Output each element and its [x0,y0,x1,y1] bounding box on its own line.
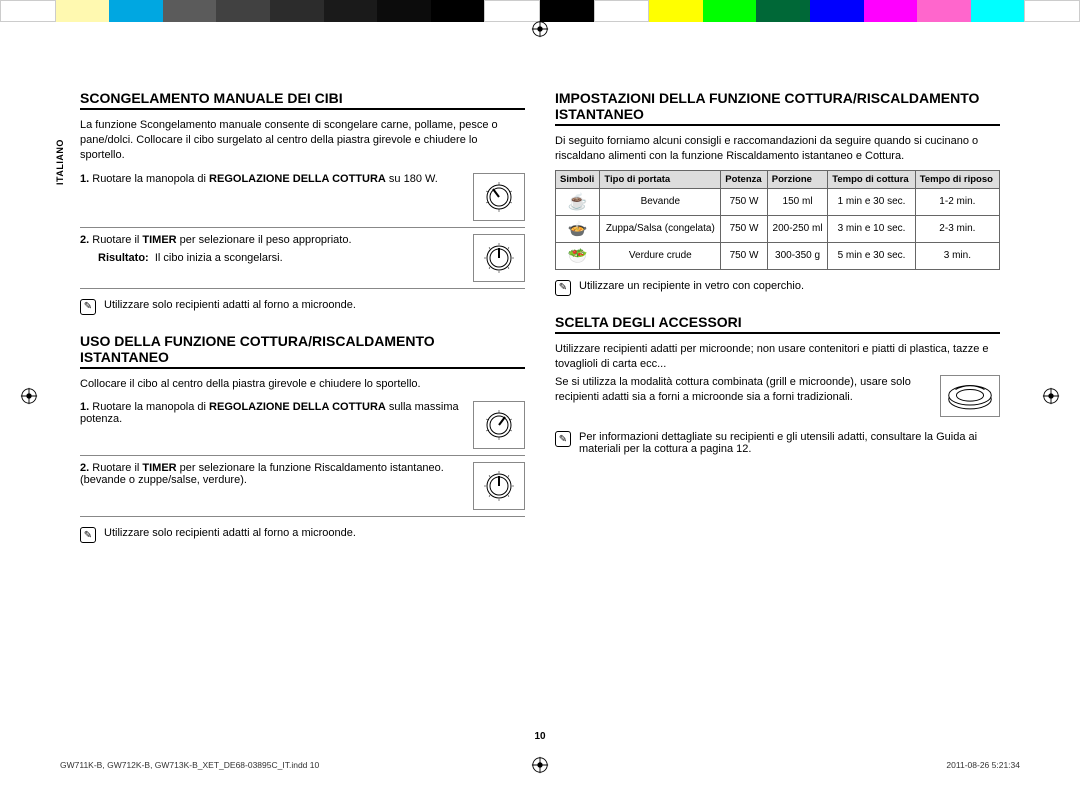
acc-p1: Utilizzare recipienti adatti per microon… [555,342,1000,372]
language-tab: ITALIANO [55,139,65,185]
power-knob-icon [473,401,525,449]
right-column: IMPOSTAZIONI DELLA FUNZIONE COTTURA/RISC… [555,80,1000,732]
table-header: Potenza [721,170,768,188]
table-row: 🍲Zuppa/Salsa (congelata)750 W200-250 ml3… [556,215,1000,242]
table-header: Tempo di cottura [828,170,915,188]
footer-left: GW711K-B, GW712K-B, GW713K-B_XET_DE68-03… [60,760,319,770]
settings-table: SimboliTipo di portataPotenzaPorzioneTem… [555,170,1000,270]
note-row: ✎ Utilizzare un recipiente in vetro con … [555,280,1000,296]
acc-p2: Se si utilizza la modalità cottura combi… [555,375,1000,405]
heading-settings: IMPOSTAZIONI DELLA FUNZIONE COTTURA/RISC… [555,90,1000,122]
power-knob-icon [473,173,525,221]
note-icon: ✎ [555,431,571,447]
page-number: 10 [0,731,1080,742]
footer-right: 2011-08-26 5:21:34 [946,760,1020,770]
heading-accessories: SCELTA DEGLI ACCESSORI [555,314,1000,330]
table-row: ☕Bevande750 W150 ml1 min e 30 sec.1-2 mi… [556,188,1000,215]
table-header: Porzione [767,170,827,188]
step-row: 1. Ruotare la manopola di REGOLAZIONE DE… [80,395,525,456]
table-header: Tempo di riposo [915,170,999,188]
intro-instant: Collocare il cibo al centro della piastr… [80,377,525,392]
intro-settings: Di seguito forniamo alcuni consigli e ra… [555,134,1000,164]
note-icon: ✎ [80,527,96,543]
heading-defrost: SCONGELAMENTO MANUALE DEI CIBI [80,90,525,106]
step-row: 2. Ruotare il TIMER per selezionare il p… [80,228,525,289]
footer: GW711K-B, GW712K-B, GW713K-B_XET_DE68-03… [60,760,1020,770]
left-column: SCONGELAMENTO MANUALE DEI CIBI La funzio… [80,80,525,732]
heading-instant: USO DELLA FUNZIONE COTTURA/RISCALDAMENTO… [80,333,525,365]
timer-knob-icon [473,234,525,282]
step-row: 1. Ruotare la manopola di REGOLAZIONE DE… [80,167,525,228]
note-row: ✎ Per informazioni dettagliate su recipi… [555,431,1000,455]
note-icon: ✎ [80,299,96,315]
intro-defrost: La funzione Scongelamento manuale consen… [80,118,525,163]
table-header: Simboli [556,170,600,188]
step-row: 2. Ruotare il TIMER per selezionare la f… [80,456,525,517]
table-header: Tipo di portata [600,170,721,188]
accessory-image [940,375,1000,417]
table-row: 🥗Verdure crude750 W300-350 g5 min e 30 s… [556,242,1000,269]
note-row: ✎ Utilizzare solo recipienti adatti al f… [80,299,525,315]
note-row: ✎ Utilizzare solo recipienti adatti al f… [80,527,525,543]
note-icon: ✎ [555,280,571,296]
timer-knob-icon [473,462,525,510]
